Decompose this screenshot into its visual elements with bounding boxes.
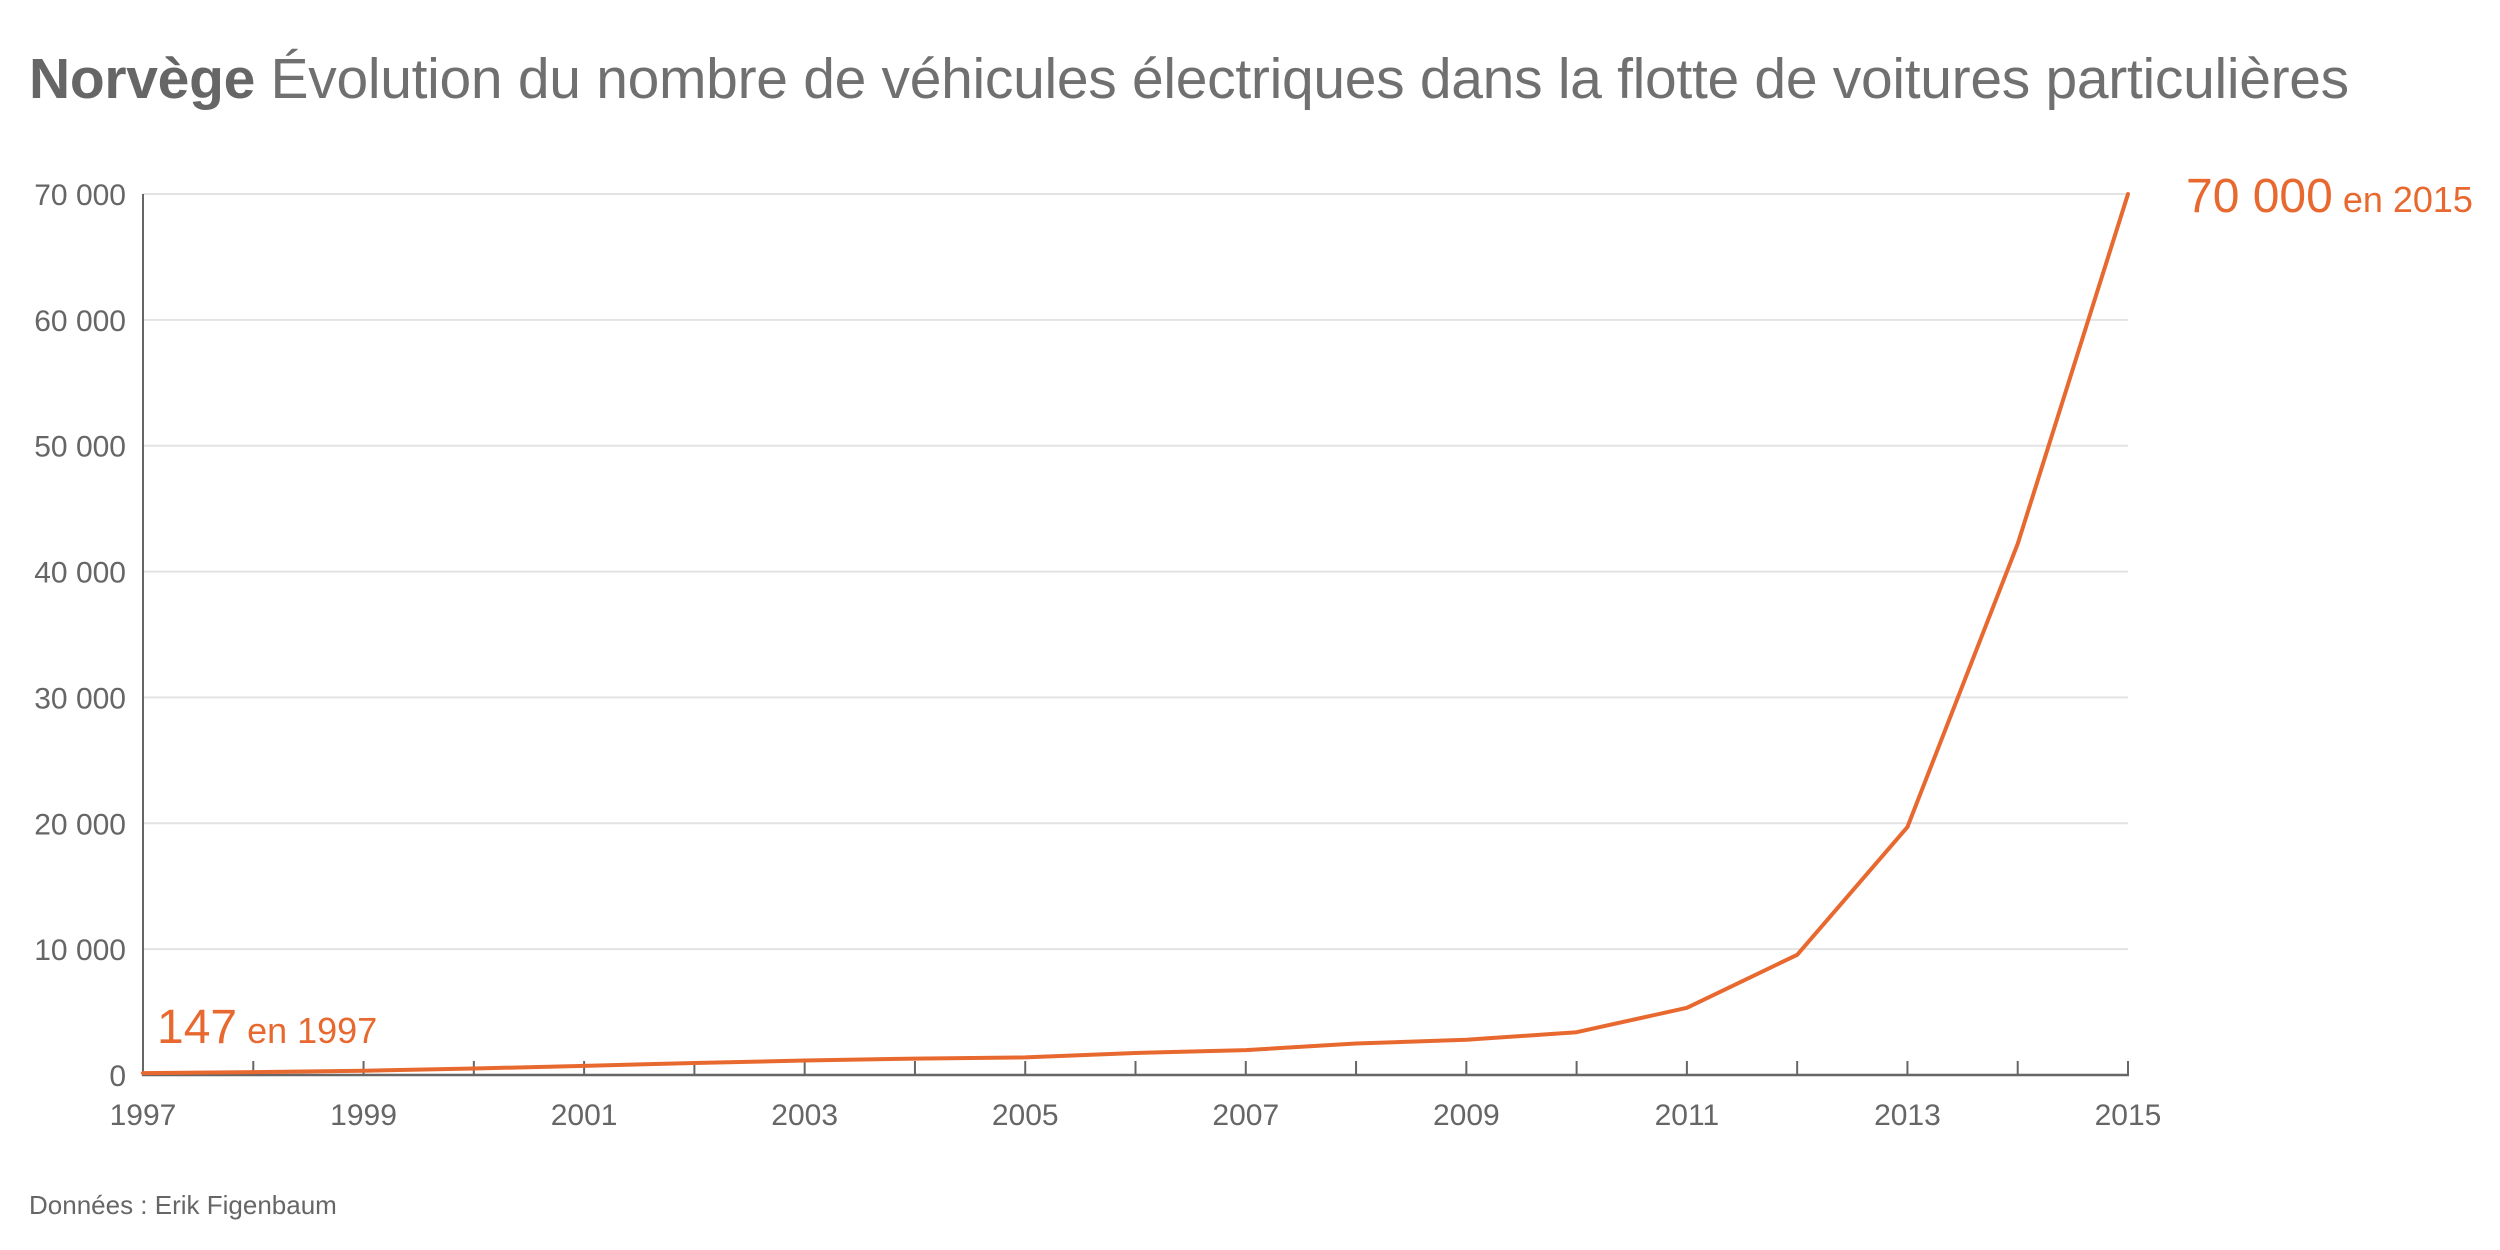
annotation-value: 147 (157, 1001, 237, 1054)
annotation-start: 147 en 1997 (157, 1001, 377, 1054)
annotation-suffix: en 2015 (2343, 179, 2473, 220)
annotation-value: 70 000 (2186, 170, 2333, 223)
x-tick-label: 2001 (551, 1099, 618, 1132)
annotation-suffix: en 1997 (247, 1010, 377, 1051)
y-tick-label: 60 000 (34, 305, 126, 338)
y-tick-label: 40 000 (34, 557, 126, 590)
y-tick-label: 30 000 (34, 682, 126, 715)
y-tick-label: 0 (109, 1060, 126, 1093)
x-tick-label: 2013 (1874, 1099, 1941, 1132)
x-tick-label: 2011 (1655, 1099, 1720, 1132)
series-layer (141, 192, 2130, 1076)
x-tick-label: 2009 (1433, 1099, 1500, 1132)
y-tick-labels: 0 10 000 20 000 30 000 40 000 50 000 60 000 70 … (34, 179, 126, 1093)
y-tick-label: 70 000 (34, 179, 126, 212)
x-tick-label: 2015 (2095, 1099, 2162, 1132)
gridlines (143, 193, 2128, 951)
annotation-end: 70 000 en 2015 (2186, 170, 2473, 223)
annotations-layer: 147 en 1997 70 000 en 2015 (157, 170, 2473, 1054)
chart-title-country: Norvège (29, 47, 255, 111)
x-tick-label: 2007 (1212, 1099, 1279, 1132)
x-tick-label: 1999 (330, 1099, 397, 1132)
axes (142, 194, 2129, 1077)
x-tick-label: 2003 (771, 1099, 838, 1132)
x-tick-labels: 1997 1999 2001 2003 2005 2007 2009 2011 2013 2015 (110, 1099, 2162, 1132)
x-tick-label: 1997 (110, 1099, 177, 1132)
y-tick-label: 20 000 (34, 808, 126, 841)
x-tick-label: 2005 (992, 1099, 1059, 1132)
chart-title-text: Évolution du nombre de véhicules électri… (270, 47, 2350, 111)
series-line (141, 192, 2130, 1076)
y-tick-label: 10 000 (34, 934, 126, 967)
data-source-note: Données : Erik Figenbaum (29, 1190, 337, 1220)
y-tick-label: 50 000 (34, 431, 126, 464)
chart-title: Norvège Évolution du nombre de véhicules… (29, 46, 2349, 112)
